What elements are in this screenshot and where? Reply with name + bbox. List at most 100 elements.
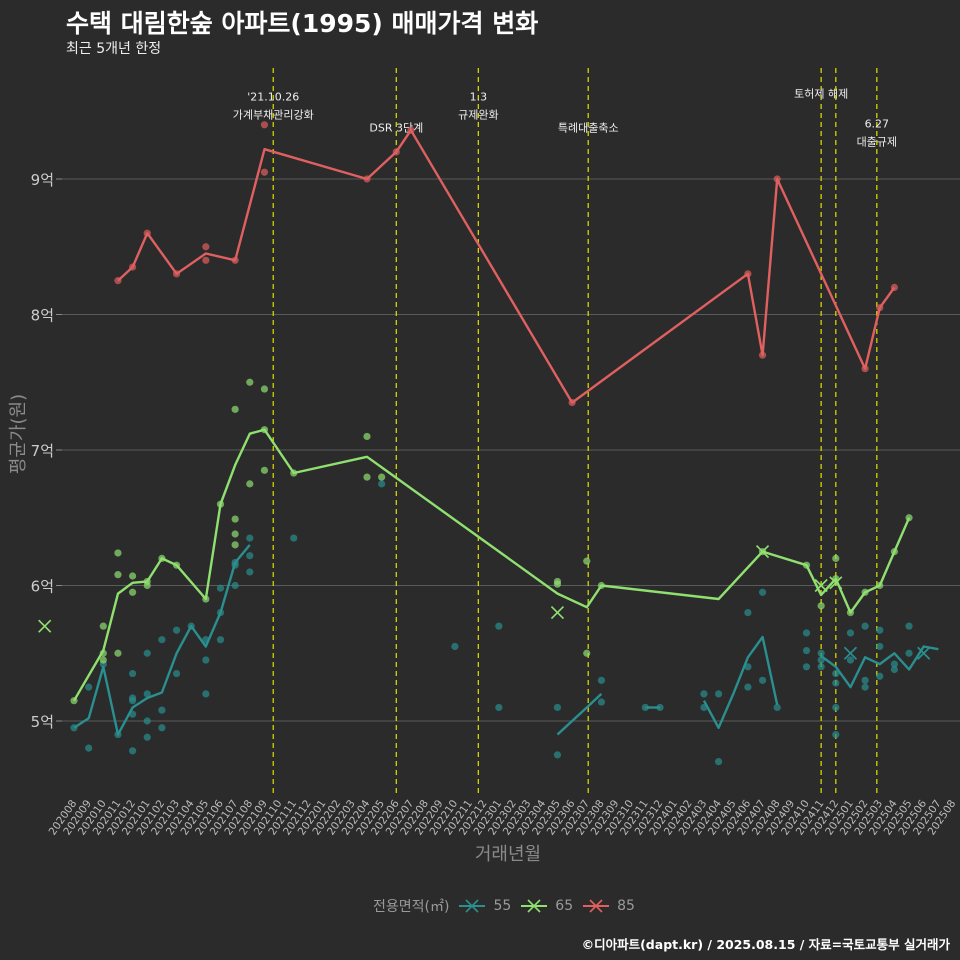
legend: 전용면적(㎡) 55 65 85 bbox=[373, 896, 643, 916]
data-point-55 bbox=[158, 706, 166, 714]
data-point-55 bbox=[553, 751, 562, 759]
y-tick-label: 8억 bbox=[31, 307, 54, 325]
data-marks bbox=[38, 121, 939, 766]
data-point-65 bbox=[378, 473, 386, 481]
data-point-55 bbox=[817, 663, 825, 671]
data-point-55 bbox=[876, 672, 884, 680]
event-label: 가계부채관리강화 bbox=[233, 108, 314, 121]
data-point-55 bbox=[246, 568, 254, 576]
data-point-55 bbox=[832, 679, 840, 687]
data-point-55 bbox=[846, 656, 855, 664]
data-point-55 bbox=[597, 676, 606, 684]
data-point-65 bbox=[260, 385, 269, 393]
data-point-55 bbox=[129, 697, 137, 705]
legend-key-55 bbox=[459, 899, 486, 913]
data-point-65 bbox=[114, 549, 122, 557]
data-point-55 bbox=[172, 626, 181, 634]
event-label: 토허제 해제 bbox=[794, 87, 848, 101]
data-point-55 bbox=[861, 676, 869, 684]
event-label: 6.27 bbox=[865, 118, 890, 131]
data-point-55 bbox=[202, 690, 210, 698]
data-point-65 bbox=[99, 656, 107, 664]
legend-title: 전용면적(㎡) bbox=[373, 899, 450, 915]
event-label: 1.3 bbox=[470, 90, 488, 103]
data-point-55 bbox=[158, 636, 166, 644]
cross-marker-55 bbox=[843, 646, 858, 660]
data-point-55 bbox=[231, 581, 239, 590]
data-point-85 bbox=[260, 168, 269, 176]
cross-marker-55 bbox=[917, 646, 931, 660]
series-line-55 bbox=[820, 645, 939, 689]
data-point-55 bbox=[641, 703, 649, 712]
data-point-65 bbox=[129, 572, 137, 580]
data-point-55 bbox=[817, 649, 825, 657]
event-label: 대출규제 bbox=[857, 136, 897, 149]
data-point-55 bbox=[700, 690, 708, 698]
data-point-65 bbox=[583, 649, 591, 657]
data-point-55 bbox=[876, 642, 884, 651]
legend-label: 55 bbox=[493, 898, 512, 914]
data-point-55 bbox=[832, 730, 840, 739]
data-point-55 bbox=[890, 660, 899, 668]
series-line-55 bbox=[556, 693, 603, 736]
data-point-65 bbox=[114, 571, 122, 579]
data-point-55 bbox=[905, 622, 913, 630]
data-point-55 bbox=[890, 665, 899, 674]
grid-lines bbox=[62, 178, 960, 722]
data-point-55 bbox=[378, 480, 386, 488]
event-label: 규제완화 bbox=[458, 108, 498, 121]
y-tick-label: 5억 bbox=[31, 713, 54, 731]
data-point-55 bbox=[246, 534, 254, 542]
data-point-65 bbox=[260, 466, 269, 474]
data-point-55 bbox=[802, 629, 811, 637]
data-point-55 bbox=[715, 758, 723, 766]
data-point-55 bbox=[172, 669, 181, 678]
data-point-65 bbox=[583, 557, 591, 565]
chart-subtitle: 최근 5개년 한정 bbox=[66, 41, 162, 57]
legend-item-85: 85 bbox=[581, 896, 635, 916]
data-point-65 bbox=[363, 473, 371, 481]
data-point-55 bbox=[597, 698, 606, 706]
data-point-55 bbox=[451, 642, 459, 651]
data-point-55 bbox=[158, 724, 166, 732]
y-tick-label: 7억 bbox=[31, 442, 54, 460]
legend-key-85 bbox=[583, 899, 610, 913]
data-point-85 bbox=[202, 256, 210, 264]
data-point-65 bbox=[231, 515, 239, 523]
data-point-65 bbox=[553, 580, 562, 588]
data-point-55 bbox=[861, 622, 869, 630]
data-point-65 bbox=[143, 581, 151, 590]
event-label: '21.10.26 bbox=[247, 90, 299, 103]
legend-key-65 bbox=[521, 899, 548, 913]
data-point-55 bbox=[85, 744, 93, 752]
data-point-55 bbox=[216, 584, 225, 592]
data-point-55 bbox=[495, 703, 503, 712]
data-point-55 bbox=[85, 683, 93, 691]
data-point-55 bbox=[832, 703, 840, 712]
series-line-55 bbox=[73, 544, 251, 736]
data-point-55 bbox=[861, 683, 869, 691]
data-point-65 bbox=[231, 405, 239, 413]
cross-marker-65 bbox=[755, 545, 770, 559]
data-point-55 bbox=[758, 588, 767, 596]
x-axis-label: 거래년월 bbox=[475, 844, 541, 865]
data-point-55 bbox=[143, 733, 151, 741]
data-point-55 bbox=[744, 683, 752, 691]
y-axis-label: 평균가(원) bbox=[8, 394, 29, 474]
cross-marker-65 bbox=[814, 578, 828, 593]
data-point-55 bbox=[758, 676, 767, 684]
chart-title: 수택 대림한숲 아파트(1995) 매매가격 변화 bbox=[66, 9, 539, 38]
data-point-55 bbox=[216, 636, 225, 644]
series-line-85 bbox=[117, 129, 896, 404]
cross-marker-65 bbox=[550, 606, 565, 620]
data-point-55 bbox=[832, 669, 840, 678]
data-point-65 bbox=[246, 480, 254, 488]
data-point-65 bbox=[817, 602, 825, 610]
data-point-65 bbox=[231, 541, 239, 549]
data-point-55 bbox=[876, 626, 884, 634]
source-caption: ©디아파트(dapt.kr) / 2025.08.15 / 자료=국토교통부 실… bbox=[581, 937, 950, 952]
data-point-55 bbox=[495, 622, 503, 630]
cross-marker-65 bbox=[38, 619, 52, 633]
data-point-65 bbox=[129, 588, 137, 596]
